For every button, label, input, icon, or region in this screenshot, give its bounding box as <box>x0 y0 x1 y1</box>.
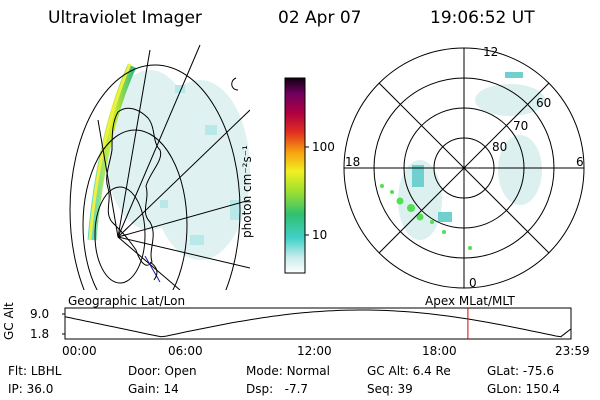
info-dsp: Dsp: -7.7 <box>246 382 309 396</box>
altitude-ytick-1: 1.8 <box>30 327 50 341</box>
geographic-map-title: Geographic Lat/Lon <box>68 294 186 308</box>
mlt-label-18: 18 <box>345 155 361 169</box>
mlt-label-12: 12 <box>483 45 499 59</box>
time-tick-1800: 18:00 <box>422 344 457 358</box>
lat-label-80: 80 <box>492 140 508 154</box>
info-glat: GLat: -75.6 <box>487 364 554 378</box>
polar-emission-patches <box>412 72 523 222</box>
altitude-frame <box>64 307 572 340</box>
geo-emission-scatter <box>105 70 250 260</box>
colorbar-tick-100: 100 <box>312 140 335 154</box>
info-gc-alt: GC Alt: 6.4 Re <box>367 364 451 378</box>
colorbar-tick-10: 10 <box>312 228 328 242</box>
date-label: 02 Apr 07 <box>278 8 362 28</box>
geo-auroral-arc-core <box>88 63 132 241</box>
polar-emission-scatter <box>398 84 545 240</box>
time-tick-2359: 23:59 <box>555 344 590 358</box>
info-door: Door: Open <box>128 364 197 378</box>
info-ip: IP: 36.0 <box>8 382 54 396</box>
info-seq: Seq: 39 <box>367 382 413 396</box>
orbit-altitude-curve <box>64 309 572 338</box>
time-tick-0000: 00:00 <box>62 344 97 358</box>
time-label: 19:06:52 UT <box>430 8 535 28</box>
info-mode: Mode: Normal <box>246 364 330 378</box>
mlt-label-6: 6 <box>576 155 584 169</box>
polar-emission-dots <box>380 184 472 250</box>
geographic-map <box>69 44 250 290</box>
geo-auroral-arc <box>87 64 137 241</box>
colorbar-label: photon cm⁻²s⁻¹ <box>240 145 254 238</box>
colorbar <box>284 77 306 274</box>
altitude-ytick-9: 9.0 <box>30 307 50 321</box>
altitude-plot <box>62 307 572 340</box>
polar-plot <box>343 47 585 289</box>
small-coast-feature <box>231 77 239 91</box>
geo-grid-lines <box>69 44 250 290</box>
coastline <box>106 107 162 266</box>
info-glon: GLon: 150.4 <box>487 382 560 396</box>
time-tick-0600: 06:00 <box>168 344 203 358</box>
instrument-title: Ultraviolet Imager <box>48 8 202 28</box>
altitude-ylabel: GC Alt <box>2 302 16 340</box>
mlt-label-0: 0 <box>469 276 477 290</box>
polar-grid <box>343 47 585 289</box>
info-flt: Flt: LBHL <box>8 364 62 378</box>
time-tick-1200: 12:00 <box>297 344 332 358</box>
lat-label-70: 70 <box>513 119 529 133</box>
lat-label-60: 60 <box>536 96 552 110</box>
polar-map-title: Apex MLat/MLT <box>425 294 515 308</box>
geo-emission-patches <box>160 85 240 245</box>
info-gain: Gain: 14 <box>128 382 179 396</box>
